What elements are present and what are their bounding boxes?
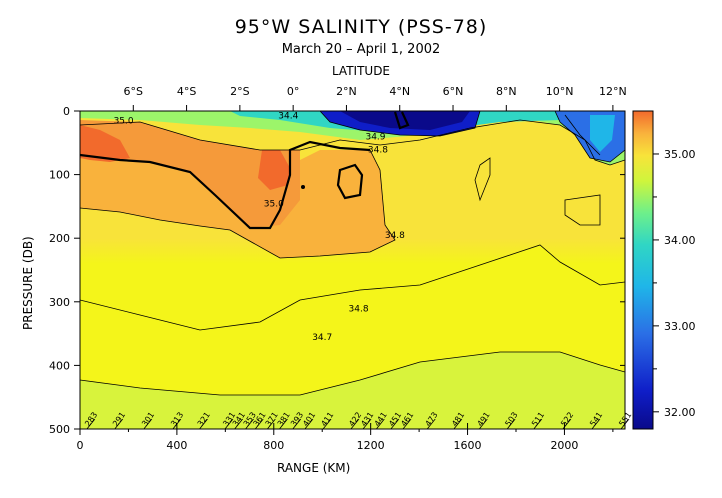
contour-label: 34.9 <box>365 133 385 143</box>
chart-subtitle: March 20 – April 1, 2002 <box>281 42 441 57</box>
latitude-tick-label: 6°N <box>443 85 464 98</box>
y-tick-label: 100 <box>49 169 70 182</box>
x-tick-label: 400 <box>166 439 187 452</box>
x-axis: 0 400 800 1200 1600 2000 <box>77 423 614 452</box>
y-axis: 0 100 200 300 400 500 <box>49 105 625 436</box>
station-marker <box>506 418 516 430</box>
salinity-max-west <box>80 125 130 162</box>
surface-layer-northeast-inner <box>590 115 615 152</box>
y-tick-label: 400 <box>49 359 70 372</box>
station-marker <box>86 418 96 430</box>
x-tick-label: 800 <box>263 439 284 452</box>
colorbar-tick-label: 35.00 <box>664 148 696 161</box>
station-marker <box>362 418 372 430</box>
y-tick-label: 300 <box>49 296 70 309</box>
station-marker <box>478 418 488 430</box>
x-tick-label: 1200 <box>357 439 385 452</box>
contour-34.4 <box>80 119 625 166</box>
colorbar <box>632 110 654 430</box>
station-marker <box>292 418 302 430</box>
latitude-tick-label: 2°N <box>336 85 357 98</box>
station-marker <box>350 418 360 430</box>
colorbar-tick-label: 32.00 <box>664 406 696 419</box>
latitude-axis-label: LATITUDE <box>331 64 391 78</box>
contour-34.8-upper <box>80 149 396 259</box>
salinity-max-equator <box>258 150 290 190</box>
y-tick-label: 500 <box>49 423 70 436</box>
station-marker <box>267 418 276 430</box>
colorbar-tick-label: 33.00 <box>664 320 696 333</box>
station-marker <box>224 418 234 430</box>
station-marker <box>402 418 412 430</box>
latitude-tick-label: 4°S <box>177 85 196 98</box>
contour-eddy-2 <box>564 194 601 226</box>
station-marker <box>245 418 254 430</box>
data-marker <box>301 185 305 189</box>
contour-label: 34.8 <box>368 145 388 155</box>
contour-35.0-loop <box>336 163 364 200</box>
contour-35.0-bold <box>80 111 410 230</box>
contour-label: 35.0 <box>264 199 284 209</box>
contour-northeast-2 <box>564 114 601 156</box>
contour-35.0 <box>80 140 371 230</box>
station-marker <box>591 418 601 430</box>
contour-northeast <box>554 111 625 163</box>
latitude-tick-label: 4°N <box>389 85 410 98</box>
contour-labels: 35.0 34.4 34.9 34.8 35.0 34.8 34.8 34.7 <box>114 112 406 343</box>
contour-34.8-lower <box>80 244 625 331</box>
contour-34.7 <box>80 351 625 396</box>
station-marker <box>143 418 153 430</box>
y-axis-label: PRESSURE (DB) <box>21 236 35 330</box>
latitude-tick-label: 12°N <box>599 85 627 98</box>
x-tick-label: 2000 <box>550 439 578 452</box>
station-marker <box>533 418 543 430</box>
plot-frame <box>79 110 626 430</box>
y-tick-label: 200 <box>49 232 70 245</box>
station-marker <box>426 418 436 430</box>
station-marker <box>390 418 400 430</box>
station-marker <box>322 418 332 430</box>
contour-eddy <box>474 157 491 202</box>
y-tick-label: 0 <box>63 105 70 118</box>
station-marker <box>199 418 208 430</box>
salinity-layer-34.7 <box>80 245 625 395</box>
station-marker <box>620 418 630 430</box>
colorbar-ticks: 32.00 33.00 34.00 35.00 <box>653 148 696 419</box>
salinity-layer-34.6 <box>80 352 625 429</box>
salinity-core-35.1 <box>80 120 300 228</box>
latitude-axis: 6°S 4°S 2°S 0° 2°N 4°N 6°N 8°N 10°N 12°N <box>124 85 627 111</box>
latitude-tick-label: 2°S <box>230 85 249 98</box>
contour-lines <box>80 111 625 396</box>
contour-fresh-core <box>393 111 410 130</box>
x-tick-label: 1600 <box>454 439 482 452</box>
station-marker <box>114 418 124 430</box>
latitude-tick-label: 10°N <box>546 85 574 98</box>
station-marker <box>453 418 463 430</box>
station-marker <box>254 418 264 430</box>
x-axis-label: RANGE (KM) <box>277 461 350 475</box>
colorbar-tick-label: 34.00 <box>664 234 696 247</box>
x-tick-label: 0 <box>77 439 84 452</box>
salinity-field <box>80 111 625 429</box>
contour-label: 34.4 <box>278 112 298 122</box>
contour-label: 35.0 <box>114 117 134 127</box>
station-marker <box>279 418 288 430</box>
latitude-tick-label: 0° <box>287 85 300 98</box>
contour-label: 34.7 <box>312 333 332 343</box>
station-marker <box>234 418 243 430</box>
latitude-tick-label: 8°N <box>496 85 517 98</box>
contour-33.0 <box>319 111 481 137</box>
chart-title: 95°W SALINITY (PSS-78) <box>234 16 488 38</box>
contour-label: 34.8 <box>385 231 405 241</box>
contour-label: 34.8 <box>349 304 369 314</box>
station-marker <box>172 418 182 430</box>
latitude-tick-label: 6°S <box>124 85 143 98</box>
station-marker <box>376 418 385 430</box>
station-marker <box>304 418 314 430</box>
station-marker <box>562 418 572 430</box>
surface-layer-34.4 <box>80 111 625 165</box>
